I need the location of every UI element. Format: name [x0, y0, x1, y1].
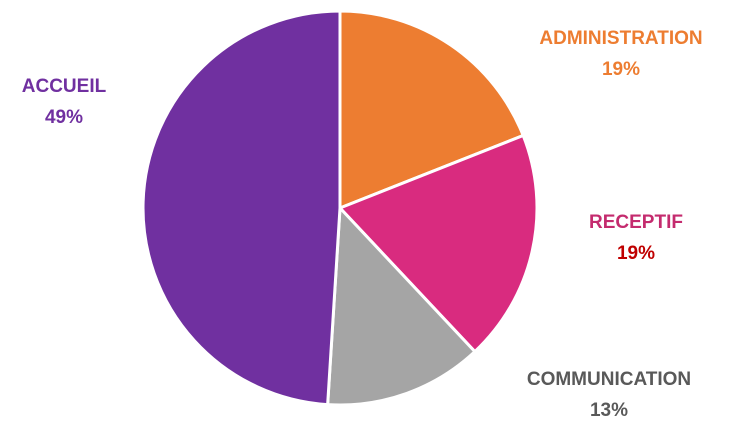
- slice-value-administration: 19%: [602, 59, 640, 80]
- pie-slice-administration: [338, 9, 526, 211]
- pie-slice-receptif: [337, 133, 539, 354]
- slice-value-receptif: 19%: [617, 243, 655, 264]
- slice-label-administration: ADMINISTRATION: [539, 28, 702, 49]
- slice-label-accueil: ACCUEIL: [22, 76, 107, 97]
- pie-slice-accueil: [141, 9, 342, 407]
- slice-value-communication: 13%: [590, 400, 628, 421]
- slice-label-receptif: RECEPTIF: [589, 212, 683, 233]
- slice-value-accueil: 49%: [45, 107, 83, 128]
- pie-slice-communication: [326, 204, 477, 407]
- slice-label-communication: COMMUNICATION: [527, 369, 691, 390]
